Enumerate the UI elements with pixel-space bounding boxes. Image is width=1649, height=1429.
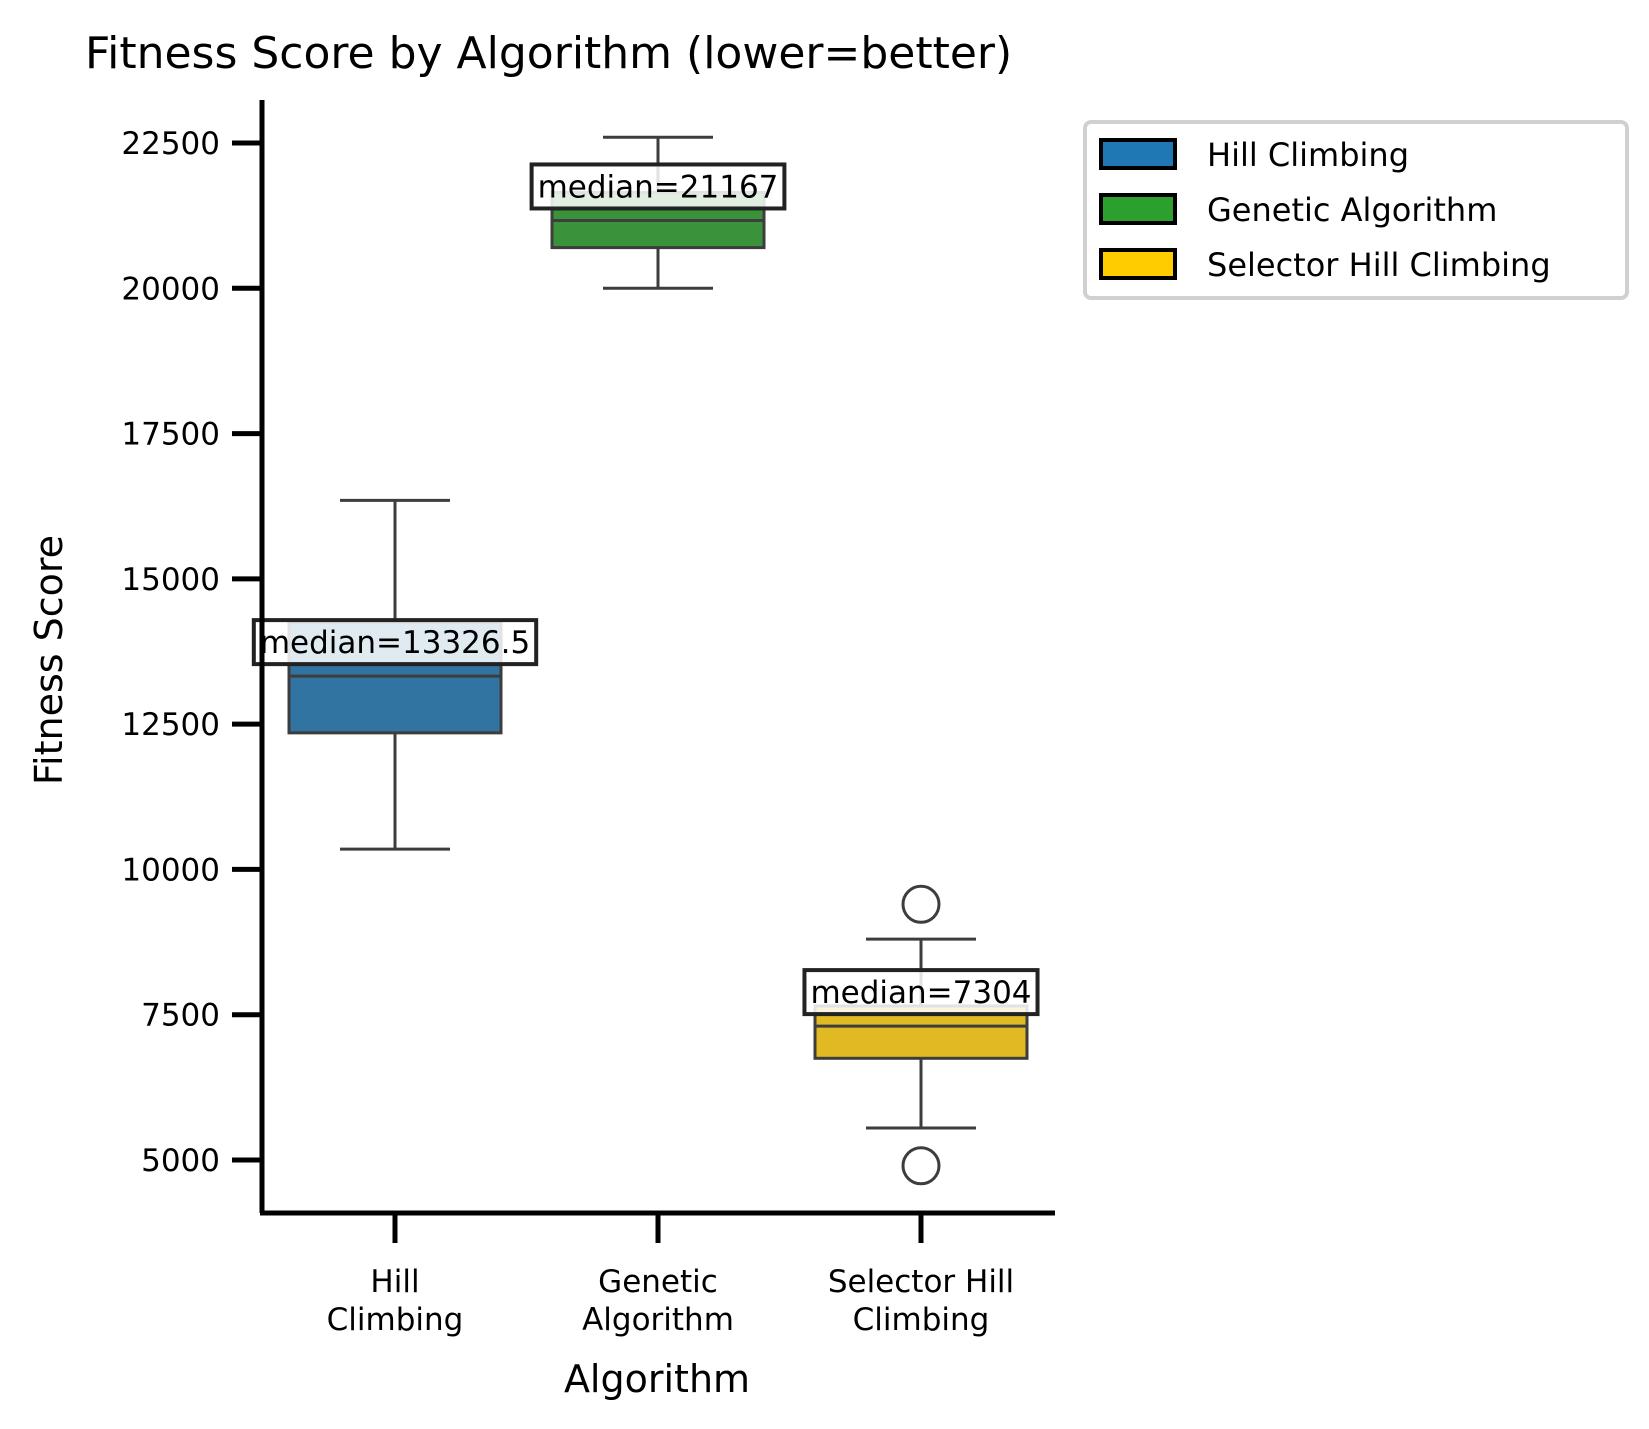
legend-label: Hill Climbing (1207, 136, 1409, 174)
outlier-point (901, 884, 941, 924)
x-tick-label: Hill Climbing (327, 1264, 464, 1338)
legend-swatch (1099, 248, 1177, 280)
chart-title: Fitness Score by Algorithm (lower=better… (85, 28, 1012, 79)
median-annotation: median=21167 (529, 162, 787, 211)
median-label-box (529, 162, 787, 211)
y-tick-label: 15000 (121, 562, 220, 598)
x-tick-label-line: Genetic (598, 1264, 718, 1300)
legend: Hill Climbing Genetic Algorithm Selector H… (1083, 120, 1629, 300)
y-tick-label: 17500 (121, 417, 220, 453)
median-label: median=21167 (538, 169, 779, 205)
median-annotation: median=13326.5 (251, 618, 539, 667)
legend-label: Selector Hill Climbing (1207, 246, 1551, 284)
y-tick-label: 12500 (121, 707, 220, 743)
median-label-box (251, 618, 539, 667)
y-tick-label: 5000 (141, 1143, 220, 1179)
median-label: median=13326.5 (260, 625, 530, 661)
legend-swatch (1099, 193, 1177, 225)
x-tick-label-line: Hill (370, 1264, 419, 1300)
plot-area: median=13326.5 median=21167 median=7304 (251, 135, 1040, 1186)
x-tick-label-line: Climbing (327, 1302, 464, 1338)
x-tick-label-line: Climbing (853, 1302, 990, 1338)
median-annotation: median=7304 (802, 968, 1040, 1017)
y-tick-label: 22500 (121, 126, 220, 162)
legend-frame (1083, 120, 1629, 300)
box-genetic-algorithm: median=21167 (529, 135, 787, 290)
x-axis-title: Algorithm (564, 1357, 750, 1401)
x-tick-label-line: Algorithm (582, 1302, 734, 1338)
box-selector-hill-climbing: median=7304 (802, 884, 1040, 1186)
x-tick-label: Selector Hill Climbing (828, 1264, 1014, 1338)
median-label-box (802, 968, 1040, 1017)
y-tick-label: 7500 (141, 998, 220, 1034)
median-label: median=7304 (810, 975, 1031, 1011)
box-hill-climbing: median=13326.5 (251, 498, 539, 851)
x-tick-label-line: Selector Hill (828, 1264, 1014, 1300)
y-tick-label: 10000 (121, 852, 220, 888)
legend-swatch (1099, 138, 1177, 170)
x-tick-label: Genetic Algorithm (582, 1264, 734, 1338)
legend-label: Genetic Algorithm (1207, 191, 1497, 229)
outlier-point (901, 1146, 941, 1186)
y-axis-title: Fitness Score (27, 535, 71, 785)
y-tick-label: 20000 (121, 271, 220, 307)
y-axis: 5000 7500 10000 12500 15000 17500 20000 22500 (121, 100, 265, 1213)
